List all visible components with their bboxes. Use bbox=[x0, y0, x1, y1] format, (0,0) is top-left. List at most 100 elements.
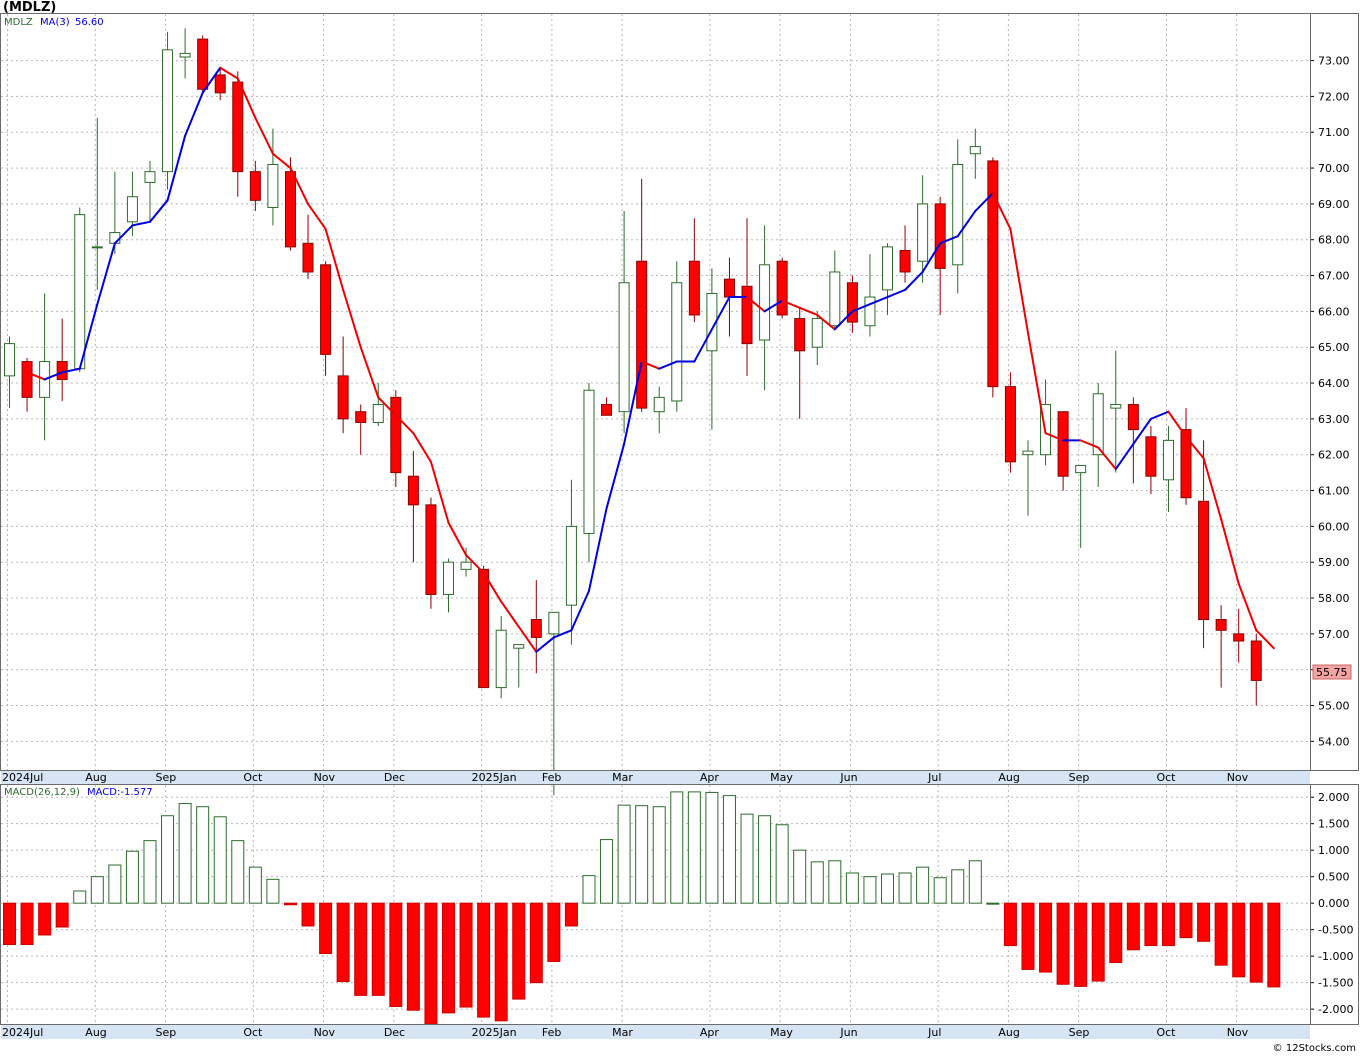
candle-body bbox=[478, 568, 490, 689]
month-label: Oct bbox=[1156, 1026, 1176, 1039]
macd-bar bbox=[1197, 902, 1211, 942]
macd-bar bbox=[1056, 902, 1070, 985]
candle-body bbox=[759, 264, 771, 341]
month-label: 2024Jul bbox=[2, 771, 43, 784]
macd-bar bbox=[248, 866, 262, 904]
candle-body bbox=[969, 146, 981, 155]
price-tick-label: 62.00 bbox=[1318, 449, 1350, 462]
candle-body bbox=[1162, 439, 1174, 481]
ma-segment bbox=[1167, 410, 1188, 438]
candle-body bbox=[829, 271, 841, 327]
candle-body bbox=[443, 561, 454, 595]
macd-tick-label: -1.500 bbox=[1318, 977, 1353, 990]
month-label: 2024Jul bbox=[2, 1026, 43, 1039]
macd-bar bbox=[459, 902, 473, 1008]
ma-segment bbox=[991, 192, 1012, 230]
candle-body bbox=[162, 49, 174, 173]
macd-bar bbox=[213, 816, 227, 904]
candle-body bbox=[565, 525, 577, 606]
candle-body bbox=[688, 260, 700, 316]
month-label: Nov bbox=[1227, 1026, 1249, 1039]
ma-segment bbox=[693, 328, 713, 363]
macd-bar bbox=[775, 824, 789, 904]
month-label: Aug bbox=[85, 1026, 106, 1039]
macd-tick-label: -2.000 bbox=[1318, 1003, 1353, 1016]
macd-bar bbox=[20, 902, 34, 946]
ma-segment bbox=[833, 310, 854, 331]
macd-bar bbox=[1021, 902, 1035, 970]
ma-segment bbox=[61, 367, 81, 374]
macd-bar bbox=[301, 902, 315, 927]
candle-body bbox=[355, 411, 367, 423]
candle-body bbox=[794, 318, 806, 352]
macd-bar bbox=[635, 805, 649, 904]
ma-segment bbox=[1185, 435, 1205, 460]
macd-bar bbox=[863, 876, 877, 904]
macd-bar bbox=[898, 872, 912, 904]
candle-body bbox=[882, 246, 893, 291]
ma-segment bbox=[307, 202, 327, 230]
chart-title: (MDLZ) bbox=[3, 0, 56, 15]
candle-body bbox=[249, 171, 261, 201]
macd-bar bbox=[1109, 902, 1123, 964]
ma-segment bbox=[781, 299, 801, 309]
macd-bar bbox=[652, 806, 666, 904]
macd-bar bbox=[3, 902, 16, 946]
ma-segment bbox=[816, 313, 836, 331]
ma-segment bbox=[377, 396, 397, 417]
month-label: Aug bbox=[85, 771, 106, 784]
ma-segment bbox=[1255, 629, 1275, 650]
candle-body bbox=[232, 81, 244, 173]
macd-tick-label: 2.000 bbox=[1318, 791, 1350, 804]
candle-body bbox=[1092, 393, 1104, 456]
price-tick-label: 73.00 bbox=[1318, 55, 1350, 68]
ma-segment bbox=[1044, 432, 1065, 442]
month-label: Aug bbox=[998, 771, 1019, 784]
legend-ma-label: MA(3) bbox=[40, 17, 70, 28]
ma-segment bbox=[746, 296, 766, 313]
candlestick-series bbox=[4, 28, 1262, 796]
ma-segment bbox=[254, 116, 274, 155]
ma-segment bbox=[166, 134, 187, 202]
macd-bar bbox=[722, 795, 736, 904]
candle-body bbox=[56, 361, 68, 380]
price-tick-label: 67.00 bbox=[1318, 270, 1350, 283]
candle-body bbox=[917, 203, 929, 262]
candle-body bbox=[987, 160, 999, 388]
price-tick-label: 60.00 bbox=[1318, 520, 1350, 533]
macd-bar bbox=[371, 902, 385, 996]
price-tick-label: 59.00 bbox=[1318, 556, 1350, 569]
candle-body bbox=[776, 260, 788, 316]
month-axis-bottom: 2024Jul Aug Sep Oct Nov Dec 2025Jan Feb Mar Apr Ma… bbox=[1, 1025, 1310, 1039]
macd-tick-label: -1.000 bbox=[1318, 950, 1353, 963]
macd-bar bbox=[529, 902, 543, 984]
month-label: Mar bbox=[612, 771, 633, 784]
price-tick-label: 55.00 bbox=[1318, 700, 1350, 713]
candle-body bbox=[320, 264, 332, 355]
month-label: Dec bbox=[384, 1026, 405, 1039]
month-axis-top: 2024Jul Aug Sep Oct Nov Dec 2025Jan Feb Mar Apr Ma… bbox=[1, 770, 1310, 784]
month-label: Jun bbox=[839, 771, 857, 784]
ma-segment bbox=[1026, 331, 1047, 435]
macd-bar bbox=[125, 850, 139, 904]
month-label: Oct bbox=[1156, 771, 1176, 784]
macd-bar bbox=[108, 864, 122, 904]
ma-segment bbox=[131, 220, 151, 227]
candle-body bbox=[723, 278, 735, 298]
candle-body bbox=[284, 171, 296, 248]
macd-bar bbox=[1214, 902, 1228, 966]
candle-body bbox=[583, 389, 595, 535]
month-label: Feb bbox=[542, 1026, 561, 1039]
macd-panel: 2.000 1.500 1.000 0.500 0.000 -0.500 -1.000 -1.… bbox=[1, 785, 1353, 1025]
macd-bar bbox=[951, 869, 965, 904]
macd-bar bbox=[933, 877, 947, 904]
macd-bar bbox=[178, 803, 192, 904]
month-label: Nov bbox=[314, 1026, 336, 1039]
ma-segment bbox=[1220, 518, 1240, 585]
macd-bar bbox=[319, 902, 333, 955]
ma-segment bbox=[1132, 417, 1152, 445]
macd-bar bbox=[582, 875, 596, 904]
month-label: Oct bbox=[243, 1026, 263, 1039]
macd-bar bbox=[389, 902, 403, 1008]
